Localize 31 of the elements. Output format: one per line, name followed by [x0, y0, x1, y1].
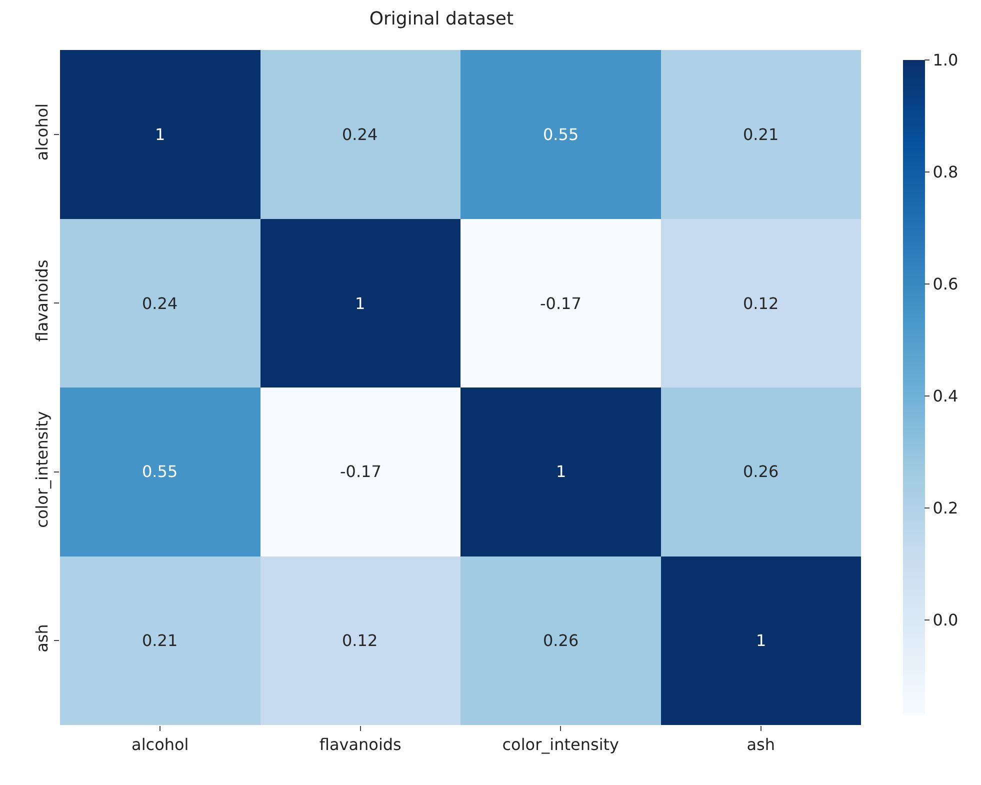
data-label: 0.55	[543, 125, 579, 144]
x-tick-label: flavanoids	[319, 735, 402, 754]
data-label: 0.12	[743, 294, 779, 313]
color-bar-label: 0.0	[932, 610, 958, 630]
x-tick-label: ash	[746, 735, 776, 754]
data-label: -0.17	[540, 294, 582, 313]
chart-title: Original dataset	[369, 8, 514, 30]
color-bar-label: 0.8	[932, 162, 958, 182]
data-label: 0.24	[342, 125, 378, 144]
x-tick-label: color_intensity	[502, 735, 620, 754]
x-tick-label: alcohol	[132, 735, 189, 754]
data-label: 0.55	[142, 462, 178, 481]
color-bar-label: 0.4	[932, 386, 958, 406]
data-label: 0.26	[743, 462, 779, 481]
color-bar-label: 1.0	[932, 50, 958, 70]
data-label: 0.24	[142, 294, 178, 313]
y-tick-label: color_intensity	[32, 411, 52, 528]
data-label: -0.17	[340, 462, 382, 481]
data-label: 1	[556, 462, 566, 481]
data-label: 0.12	[342, 631, 378, 650]
data-label: 0.21	[142, 631, 178, 650]
color-bar-label: 0.6	[932, 274, 958, 294]
data-label: 1	[355, 294, 366, 313]
data-label: 1	[155, 125, 166, 144]
y-tick-label: ash	[32, 624, 52, 652]
data-label: 0.21	[743, 125, 779, 144]
data-label: 1	[756, 631, 766, 650]
y-tick-label: flavanoids	[32, 260, 52, 342]
data-label: 0.26	[543, 631, 579, 650]
y-tick-label: alcohol	[32, 103, 52, 161]
color-bar-label: 0.2	[932, 498, 958, 518]
